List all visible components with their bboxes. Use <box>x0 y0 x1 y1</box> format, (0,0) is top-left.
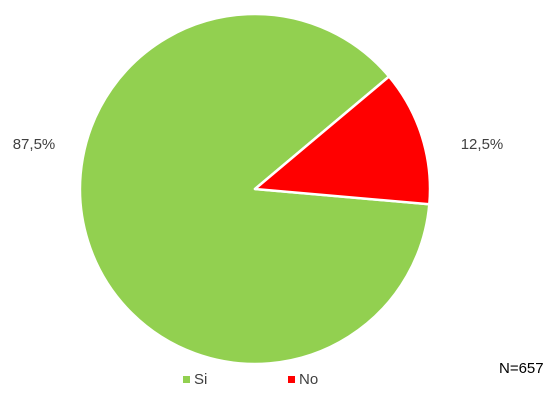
sample-size-note: N=657 <box>499 360 544 377</box>
legend-label-no: No <box>299 371 318 388</box>
pie-slice-no <box>253 75 432 206</box>
legend-label-si: Si <box>194 371 207 388</box>
pie-data-labels: 87,5% 12,5% <box>13 136 504 153</box>
data-label-no: 12,5% <box>461 136 504 153</box>
legend-swatch-si <box>183 376 190 383</box>
legend: Si No <box>183 371 318 388</box>
legend-swatch-no <box>288 376 295 383</box>
pie-slices <box>78 12 432 366</box>
data-label-si: 87,5% <box>13 136 56 153</box>
